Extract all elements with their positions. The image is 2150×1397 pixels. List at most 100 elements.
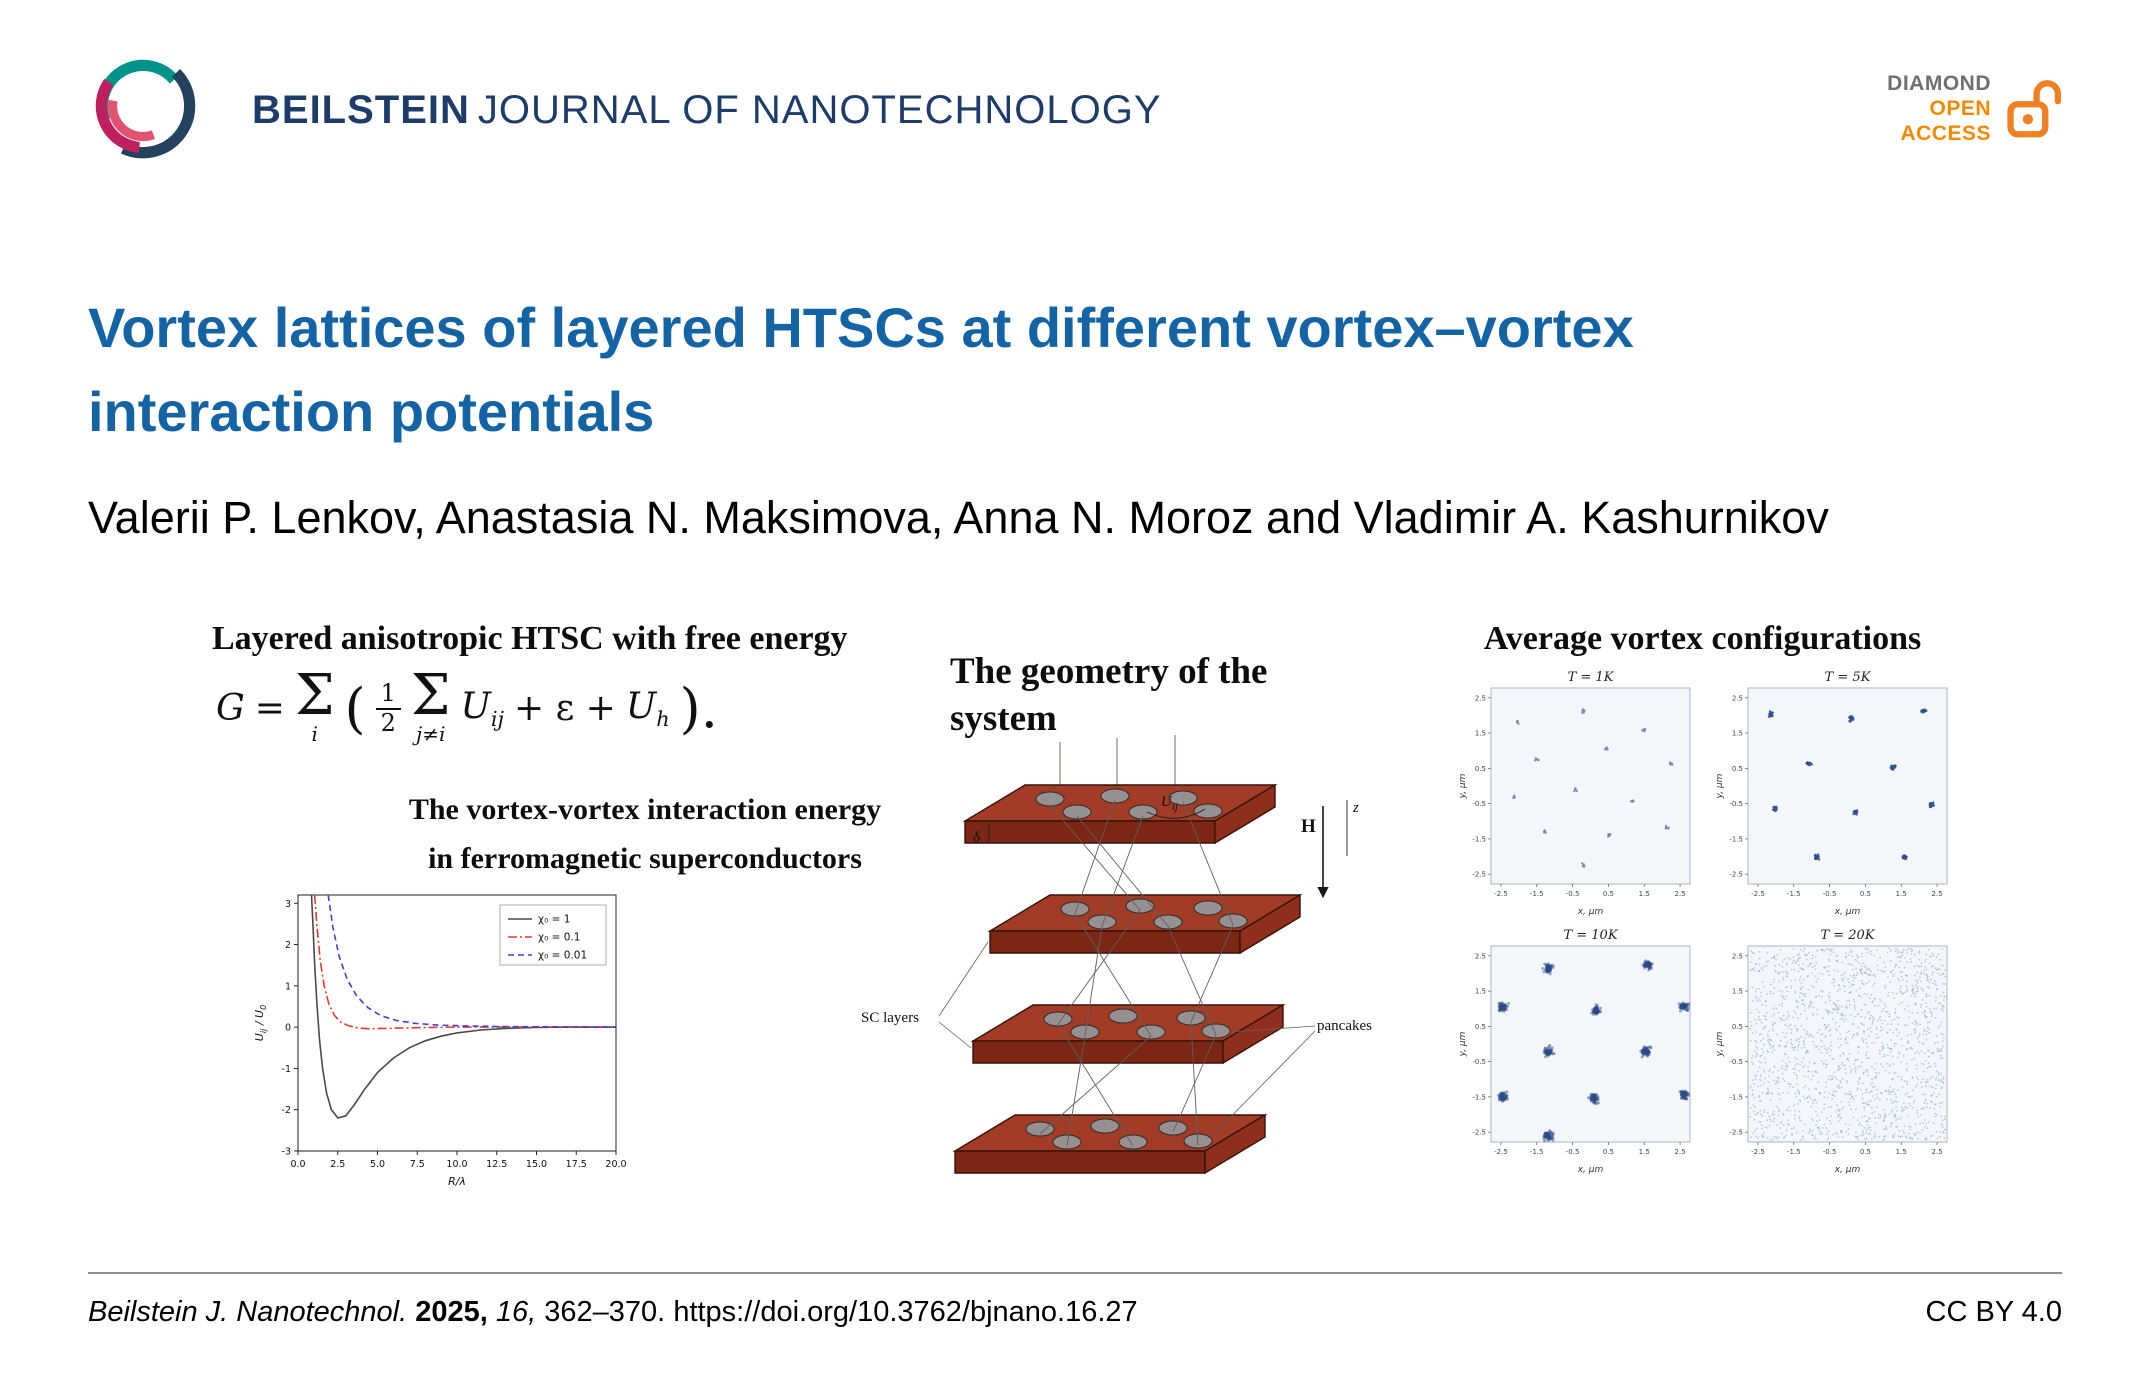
logo-arc-crimson (95, 78, 141, 154)
license-label: CC BY 4.0 (1925, 1296, 2062, 1328)
svg-text:y, μm: y, μm (1715, 773, 1725, 799)
formula-one-half: 1 2 (375, 680, 401, 737)
vortex-panel: T = 10K -2.5 -1.5 -0.5 0.5 1.5 2.5 2.5 1.5 0.5 -0.… (1458, 928, 1691, 1175)
svg-text:-2.5: -2.5 (1494, 890, 1508, 898)
svg-text:-1.5: -1.5 (1530, 890, 1544, 898)
formula-lhs: G (216, 688, 245, 730)
caption-line1: The vortex-vortex interaction energy (408, 793, 882, 826)
svg-text:χ₀ = 0.1: χ₀ = 0.1 (538, 932, 580, 944)
left-panel-heading: Layered anisotropic HTSC with free energ… (212, 620, 848, 657)
right-panel-heading: Average vortex configurations (1483, 620, 1922, 657)
svg-text:-2.5: -2.5 (1751, 1148, 1765, 1156)
sc-layer-3 (972, 1004, 1284, 1064)
authors-line: Valerii P. Lenkov, Anastasia N. Maksimov… (88, 492, 1829, 543)
svg-text:2.5: 2.5 (1732, 694, 1743, 702)
article-title-line1: Vortex lattices of layered HTSCs at diff… (88, 296, 1634, 359)
citation-volume: 16, (495, 1296, 537, 1328)
sc-layer-1 (964, 784, 1276, 844)
svg-text:0.5: 0.5 (1860, 890, 1871, 898)
formula-uij-term: Uij (460, 686, 504, 732)
svg-text:T = 10K: T = 10K (1563, 928, 1618, 943)
svg-text:2.5: 2.5 (1475, 952, 1486, 960)
delta-label: δ (973, 830, 981, 846)
citation-pages: 362–370. (544, 1296, 666, 1328)
logo-arc-navy (120, 69, 196, 159)
svg-text:χ₀ = 0.01: χ₀ = 0.01 (538, 950, 587, 962)
svg-text:10.0: 10.0 (446, 1159, 467, 1170)
svg-text:-2: -2 (282, 1105, 291, 1116)
svg-text:-2.5: -2.5 (1729, 1129, 1743, 1137)
svg-text:-0.5: -0.5 (1472, 800, 1486, 808)
svg-text:-1.5: -1.5 (1472, 835, 1486, 843)
svg-text:1.5: 1.5 (1475, 988, 1486, 996)
svg-text:0.5: 0.5 (1603, 1148, 1614, 1156)
svg-text:15.0: 15.0 (526, 1159, 547, 1170)
citation-year: 2025, (415, 1296, 488, 1328)
z-axis-label: z (1352, 800, 1359, 816)
svg-text:5.0: 5.0 (370, 1159, 385, 1170)
svg-text:-1.5: -1.5 (1787, 890, 1801, 898)
svg-text:x, μm: x, μm (1834, 907, 1861, 917)
journal-name-bold: BEILSTEIN (252, 88, 470, 132)
svg-text:3: 3 (285, 899, 291, 910)
svg-text:1.5: 1.5 (1475, 730, 1486, 738)
svg-text:1.5: 1.5 (1896, 1148, 1907, 1156)
geometry-diagram: H z Uij δ SC layers pancakes (861, 735, 1372, 1174)
sc-layers-pointer-lines (938, 941, 989, 1049)
svg-text:y, μm: y, μm (1458, 773, 1468, 799)
svg-text:-2.5: -2.5 (1751, 890, 1765, 898)
svg-text:χ₀ = 1: χ₀ = 1 (538, 914, 570, 926)
svg-text:y, μm: y, μm (1715, 1031, 1725, 1057)
svg-text:-0.5: -0.5 (1823, 1148, 1837, 1156)
svg-text:-3: -3 (282, 1147, 291, 1158)
vortex-panel: T = 20K -2.5 -1.5 -0.5 0.5 1.5 2.5 2.5 1.5 0.5 -0.… (1715, 928, 1948, 1175)
beilstein-logo (95, 59, 196, 159)
article-title-line2: interaction potentials (88, 380, 655, 443)
svg-text:-2.5: -2.5 (1472, 871, 1486, 879)
svg-text:2.5: 2.5 (1674, 890, 1685, 898)
svg-text:T = 20K: T = 20K (1820, 928, 1875, 943)
svg-text:Uij / U0: Uij / U0 (253, 1005, 268, 1041)
journal-name: BEILSTEIN JOURNAL OF NANOTECHNOLOGY (252, 88, 1162, 133)
svg-text:-1: -1 (282, 1064, 291, 1075)
svg-text:-1.5: -1.5 (1729, 835, 1743, 843)
svg-text:2.5: 2.5 (330, 1159, 345, 1170)
article-title: Vortex lattices of layered HTSCs at diff… (88, 286, 1634, 454)
svg-text:2.5: 2.5 (1931, 890, 1942, 898)
svg-text:-0.5: -0.5 (1729, 1058, 1743, 1066)
svg-text:-2.5: -2.5 (1472, 1129, 1486, 1137)
footer: Beilstein J. Nanotechnol. 2025, 16, 362–… (88, 1296, 2062, 1329)
svg-text:7.5: 7.5 (410, 1159, 425, 1170)
interaction-plot: 0.0 2.5 5.0 7.5 10.0 12.5 15.0 17.5 20.0 3 2 1 0 -1 -2… (253, 894, 627, 1188)
svg-text:0.5: 0.5 (1860, 1148, 1871, 1156)
svg-text:2.5: 2.5 (1732, 952, 1743, 960)
svg-text:17.5: 17.5 (566, 1159, 587, 1170)
svg-text:12.5: 12.5 (486, 1159, 507, 1170)
svg-text:0.5: 0.5 (1475, 765, 1486, 773)
svg-text:0.0: 0.0 (290, 1159, 305, 1170)
svg-text:-2.5: -2.5 (1494, 1148, 1508, 1156)
svg-text:0: 0 (285, 1023, 291, 1034)
formula-equals: = (254, 688, 285, 730)
h-field-label: H (1301, 816, 1316, 837)
formula-close-paren: ). (679, 676, 718, 740)
badge-open-label: OPEN (1929, 96, 1991, 120)
vortex-panel: T = 1K -2.5 -1.5 -0.5 0.5 1.5 2.5 2.5 1.5 0.5 -0.5… (1458, 670, 1691, 917)
svg-text:-2.5: -2.5 (1729, 871, 1743, 879)
caption-line2: in ferromagnetic superconductors (428, 841, 862, 875)
svg-text:1: 1 (285, 981, 291, 992)
citation-journal: Beilstein J. Nanotechnol. (88, 1296, 408, 1328)
svg-text:T = 5K: T = 5K (1825, 670, 1872, 685)
formula-epsilon-term: + ε + (513, 688, 616, 730)
svg-text:y, μm: y, μm (1458, 1031, 1468, 1057)
svg-text:2.5: 2.5 (1674, 1148, 1685, 1156)
uij-arrow (1146, 808, 1206, 819)
sc-layer-4 (954, 1114, 1266, 1174)
footer-divider (88, 1272, 2062, 1274)
formula-uh-term: Uh (625, 686, 670, 732)
svg-text:0.5: 0.5 (1732, 1023, 1743, 1031)
sc-layer-2 (989, 894, 1301, 954)
svg-text:2.5: 2.5 (1475, 694, 1486, 702)
citation-doi-link[interactable]: https://doi.org/10.3762/bjnano.16.27 (673, 1296, 1138, 1328)
